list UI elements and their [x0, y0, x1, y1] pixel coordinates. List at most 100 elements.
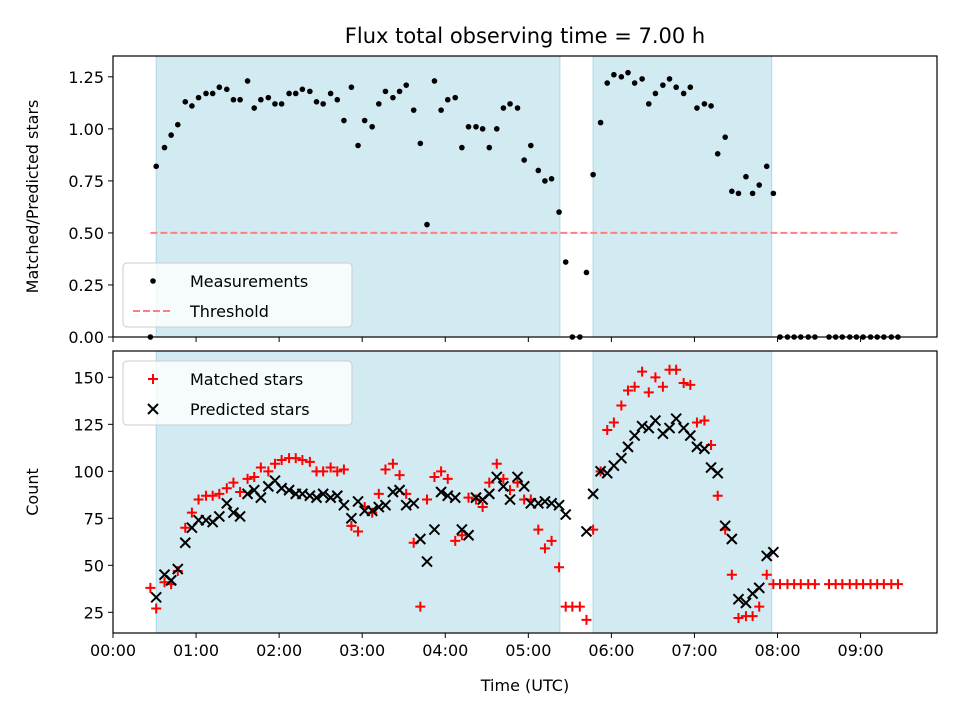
- x-tick-label: 01:00: [173, 641, 219, 660]
- predicted-point: [518, 480, 530, 493]
- matched-point: [733, 612, 744, 623]
- measurement-point: [403, 82, 410, 88]
- measurement-point: [382, 88, 389, 95]
- predicted-point: [373, 501, 385, 513]
- predicted-point: [559, 508, 572, 521]
- measurement-point: [673, 84, 679, 91]
- legend-label: Predicted stars: [190, 400, 310, 419]
- measurement-point: [320, 101, 326, 107]
- measurement-point: [174, 121, 181, 128]
- measurement-point: [514, 105, 521, 111]
- measurement-point: [735, 190, 742, 197]
- matched-point: [691, 417, 702, 428]
- matched-point: [456, 530, 467, 541]
- predicted-point: [504, 493, 516, 506]
- matched-point: [450, 535, 461, 546]
- measurement-point: [666, 76, 673, 82]
- matched-point: [325, 462, 336, 473]
- measurement-point: [542, 178, 548, 184]
- legend-label: Threshold: [189, 302, 269, 321]
- matched-point: [657, 381, 668, 392]
- x-tick-label: 06:00: [588, 641, 634, 660]
- predicted-point: [753, 582, 765, 594]
- x-tick-label: 07:00: [671, 641, 717, 660]
- y-tick-label: 0.00: [68, 328, 104, 347]
- measurement-point: [528, 142, 534, 149]
- matched-point: [255, 462, 266, 473]
- predicted-point: [310, 491, 323, 504]
- measurement-point: [618, 74, 625, 80]
- predicted-point: [338, 499, 350, 511]
- measurement-point: [369, 123, 375, 130]
- legend: Matched stars Predicted stars: [122, 360, 353, 426]
- y-tick-label: 150: [73, 368, 104, 387]
- matched-point: [214, 488, 225, 499]
- measurement-point: [743, 173, 749, 180]
- measurement-point: [417, 140, 424, 147]
- predicted-point: [421, 555, 433, 568]
- measurement-point: [223, 86, 230, 93]
- matched-point: [172, 565, 183, 576]
- predicted-point: [539, 495, 551, 508]
- measurement-point: [729, 188, 735, 195]
- matched-point: [263, 466, 274, 477]
- predicted-point: [767, 546, 780, 558]
- y-tick-label: 0.50: [68, 224, 104, 243]
- matched-point: [159, 577, 170, 588]
- measurement-point: [583, 269, 590, 276]
- matched-point: [581, 614, 592, 625]
- measurement-point: [390, 94, 396, 101]
- predicted-point: [165, 574, 177, 587]
- predicted-point: [649, 414, 662, 427]
- measurement-point: [625, 69, 631, 76]
- measurement-point: [714, 151, 721, 157]
- matched-point: [602, 424, 613, 435]
- matched-point: [671, 364, 682, 375]
- matched-point: [318, 466, 329, 477]
- legend-predicted-swatch: [147, 403, 159, 415]
- y-axis-label: Count: [23, 468, 42, 516]
- measurement-point: [189, 103, 195, 109]
- measurement-point: [327, 90, 334, 97]
- measurement-point: [507, 101, 513, 107]
- matched-point: [436, 466, 447, 477]
- matched-point: [546, 535, 557, 546]
- predicted-point: [761, 550, 773, 562]
- predicted-point: [628, 429, 641, 442]
- measurement-point: [486, 144, 493, 151]
- axes-frame: [112, 55, 938, 338]
- shaded-span: [592, 55, 773, 338]
- matched-point: [249, 471, 260, 482]
- predicted-point: [483, 488, 495, 500]
- matched-point: [685, 379, 696, 390]
- matched-point: [297, 455, 308, 466]
- predicted-point: [732, 593, 745, 605]
- matched-point: [747, 611, 758, 622]
- y-tick-label: 100: [73, 462, 104, 481]
- predicted-point: [221, 497, 233, 509]
- matched-point: [892, 579, 903, 590]
- matched-point: [193, 494, 204, 505]
- matched-point: [276, 455, 287, 466]
- measurement-point: [251, 105, 258, 111]
- measurement-point: [548, 176, 555, 182]
- matched-point: [186, 507, 197, 518]
- chart-title: Flux total observing time = 7.00 h: [345, 24, 705, 48]
- matched-point: [429, 471, 440, 482]
- predicted-point: [428, 523, 441, 536]
- measurement-point: [355, 142, 361, 149]
- predicted-point: [352, 495, 364, 508]
- measurement-point: [479, 126, 486, 132]
- measurement-point: [265, 94, 272, 101]
- predicted-point: [331, 490, 343, 502]
- predicted-point: [379, 499, 392, 511]
- matched-point: [491, 458, 502, 469]
- measurement-point: [361, 117, 368, 124]
- predicted-point: [712, 467, 724, 479]
- predicted-point: [449, 491, 461, 504]
- legend-box: [122, 360, 353, 426]
- matched-point: [629, 381, 640, 392]
- y-tick-label: 50: [84, 556, 104, 575]
- predicted-point: [317, 488, 329, 500]
